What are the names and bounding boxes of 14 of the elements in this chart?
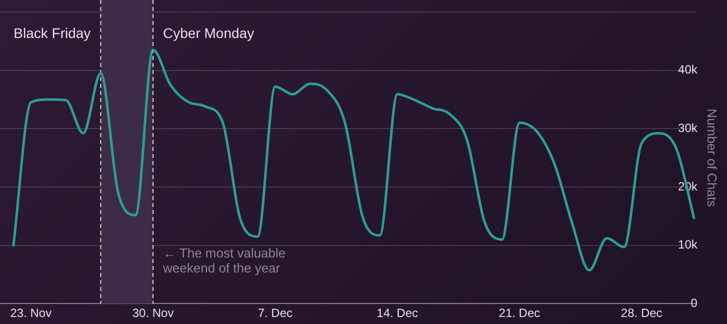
ref-line-label: Black Friday (14, 24, 91, 41)
y-tick-label: 10k (678, 238, 698, 252)
y-tick-label: 40k (678, 62, 698, 77)
y-axis-title: Number of Chats (704, 108, 720, 208)
y-tick-label: 0 (690, 296, 698, 310)
x-tick-label: 7. Dec (258, 306, 293, 320)
y-tick-label: 30k (678, 120, 698, 135)
x-tick-label: 30. Nov (132, 306, 174, 320)
x-tick-label: 28. Dec (620, 306, 662, 320)
x-tick-label: 21. Dec (498, 306, 540, 320)
ref-line-label: Cyber Monday (163, 24, 254, 41)
x-tick-label: 23. Nov (10, 306, 52, 320)
x-tick-label: 14. Dec (376, 306, 418, 320)
band-label: ← The most valuable weekend of the year (162, 246, 286, 276)
